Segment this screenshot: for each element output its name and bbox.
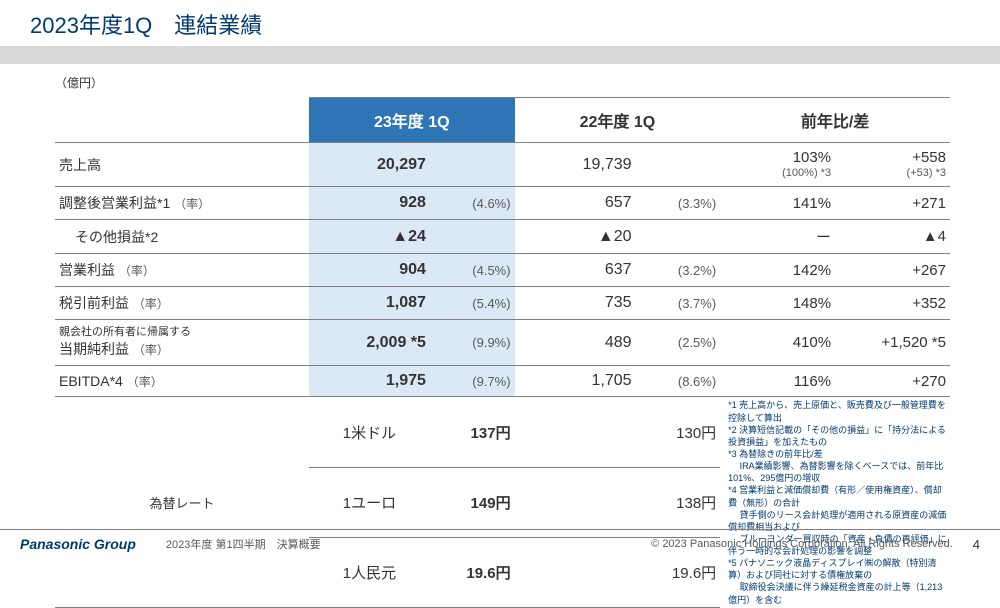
py-sales: 19,739 [515, 143, 636, 187]
row-op: 営業利益 （率） 904 (4.5%) 637 (3.2%) 142% +267 [55, 254, 950, 287]
row-adj-op: 調整後営業利益*1 （率） 928 (4.6%) 657 (3.3%) 141%… [55, 187, 950, 220]
cy-sales-pct [430, 143, 515, 187]
header-yoy: 前年比/差 [720, 98, 950, 143]
cy-sales: 20,297 [309, 143, 430, 187]
row-fx-usd: 為替レート 1米ドル 137円 130円 *1 売上高から、売上原価と、販売費及… [55, 397, 950, 467]
row-sales: 売上高 20,297 19,739 103% (100%) *3 +558 (+… [55, 143, 950, 187]
brand-logo: Panasonic Group [20, 536, 136, 552]
unit-label: （億円） [55, 74, 950, 91]
header-prior-year: 22年度 1Q [515, 98, 721, 143]
yoy-sales-pct: 103% (100%) *3 [720, 143, 835, 187]
row-pretax: 税引前利益 （率） 1,087 (5.4%) 735 (3.7%) 148% +… [55, 287, 950, 320]
footer: Panasonic Group 2023年度 第1四半期 決算概要 © 2023… [0, 529, 1000, 558]
label-fx: 為替レート [55, 397, 309, 608]
py-sales-pct [636, 143, 721, 187]
label-adj-op: 調整後営業利益*1 （率） [55, 187, 309, 220]
footer-doc-title: 2023年度 第1四半期 決算概要 [166, 536, 651, 552]
footer-copyright: © 2023 Panasonic Holdings Corporation. A… [651, 538, 953, 550]
header-current-year: 23年度 1Q [309, 98, 515, 143]
content-area: （億円） 23年度 1Q 22年度 1Q 前年比/差 売上高 20,297 19… [0, 64, 1000, 608]
label-sales: 売上高 [55, 143, 309, 187]
header-empty [55, 98, 309, 143]
page-title: 2023年度1Q 連結業績 [0, 0, 1000, 64]
footnotes: *1 売上高から、売上原価と、販売費及び一般管理費を控除して算出 *2 決算短信… [720, 397, 950, 608]
page-number: 4 [973, 537, 980, 552]
row-net: 親会社の所有者に帰属する 当期純利益 （率） 2,009 *5 (9.9%) 4… [55, 320, 950, 366]
yoy-sales-diff: +558 (+53) *3 [835, 143, 950, 187]
row-ebitda: EBITDA*4 （率） 1,975 (9.7%) 1,705 (8.6%) 1… [55, 366, 950, 397]
row-other: その他損益*2 ▲24 ▲20 ー ▲4 [55, 220, 950, 254]
